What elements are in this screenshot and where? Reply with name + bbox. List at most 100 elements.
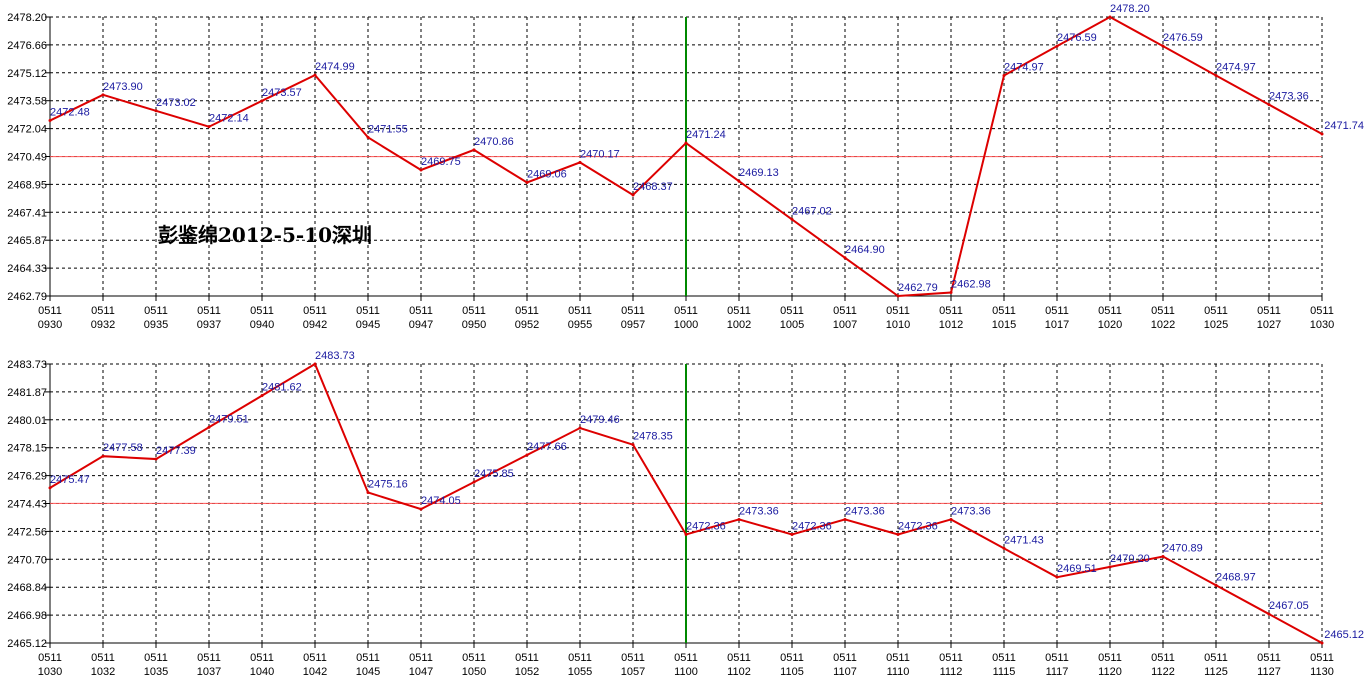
y-tick-label: 2467.41 (7, 207, 47, 219)
x-tick-label-date: 0511 (992, 652, 1016, 664)
data-label: 2479.46 (580, 414, 620, 426)
data-point (1267, 612, 1271, 616)
data-label: 2473.36 (1269, 91, 1309, 103)
data-label: 2462.79 (898, 282, 938, 294)
data-label: 2475.47 (50, 474, 90, 486)
data-label: 2473.36 (845, 505, 885, 517)
x-tick-label-date: 0511 (356, 305, 380, 317)
y-tick-label: 2478.15 (7, 443, 47, 455)
y-tick-label: 2470.49 (7, 152, 47, 164)
data-label: 2483.73 (315, 350, 355, 362)
x-tick-label-time: 1107 (833, 666, 857, 678)
data-label: 2473.36 (739, 505, 779, 517)
data-label: 2465.12 (1324, 629, 1364, 641)
data-point (843, 256, 847, 260)
data-point (1320, 641, 1324, 645)
x-tick-label-date: 0511 (621, 305, 645, 317)
data-point (525, 453, 529, 457)
y-tick-label: 2483.73 (7, 359, 47, 371)
x-tick-label-date: 0511 (992, 305, 1016, 317)
data-label: 2469.75 (421, 156, 461, 168)
data-label: 2474.97 (1216, 61, 1256, 73)
x-tick-label-time: 0947 (409, 319, 433, 331)
x-tick-label-time: 1127 (1257, 666, 1281, 678)
x-tick-label-date: 0511 (1045, 305, 1069, 317)
x-tick-label-date: 0511 (1257, 305, 1281, 317)
x-tick-label-date: 0511 (144, 305, 168, 317)
y-tick-label: 2472.56 (7, 526, 47, 538)
data-point (1002, 73, 1006, 77)
y-tick-label: 2466.98 (7, 610, 47, 622)
x-tick-label-date: 0511 (303, 305, 327, 317)
x-tick-label-time: 1105 (780, 666, 804, 678)
x-tick-label-date: 0511 (1310, 652, 1334, 664)
data-label: 2472.36 (686, 520, 726, 532)
chart-panel-top: 2478.20 2476.66 2475.12 2473.58 2472.04 2470.… (7, 3, 1364, 331)
data-point (1161, 44, 1165, 48)
x-tick-label-time: 1122 (1151, 666, 1175, 678)
x-tick-label-time: 1030 (1310, 319, 1334, 331)
data-point (631, 193, 635, 197)
y-tick-label: 2476.66 (7, 40, 47, 52)
x-tick-label-date: 0511 (939, 652, 963, 664)
x-tick-label-date: 0511 (1204, 652, 1228, 664)
chart-annotation: 彭鉴绵2012-5-10深圳 (158, 223, 372, 247)
data-point (631, 443, 635, 447)
data-label: 2476.59 (1057, 32, 1097, 44)
y-tick-label: 2478.20 (7, 12, 47, 24)
x-tick-label-date: 0511 (1204, 305, 1228, 317)
y-tick-label: 2475.12 (7, 68, 47, 80)
x-tick-label-date: 0511 (833, 305, 857, 317)
data-point (260, 394, 264, 398)
data-point (790, 217, 794, 221)
x-tick-label-time: 0955 (568, 319, 592, 331)
x-tick-label-date: 0511 (91, 652, 115, 664)
data-label: 2469.13 (739, 167, 779, 179)
data-point (949, 291, 953, 295)
x-tick-label-date: 0511 (674, 652, 698, 664)
x-tick-label-time: 1115 (993, 666, 1016, 678)
x-tick-label-date: 0511 (939, 305, 963, 317)
data-label: 2474.97 (1004, 61, 1044, 73)
data-label: 2478.20 (1110, 3, 1150, 15)
data-label: 2470.20 (1110, 553, 1150, 565)
x-tick-label-time: 1057 (621, 666, 645, 678)
x-tick-label-date: 0511 (197, 305, 221, 317)
x-tick-label-date: 0511 (568, 305, 592, 317)
data-label: 2474.05 (421, 495, 461, 507)
y-tick-label: 2472.04 (7, 124, 47, 136)
y-tick-label: 2473.58 (7, 96, 47, 108)
data-label: 2464.90 (845, 244, 885, 256)
x-tick-label-time: 0945 (356, 319, 380, 331)
data-label: 2472.48 (50, 107, 90, 119)
data-point (101, 93, 105, 97)
x-tick-label-time: 1042 (303, 666, 327, 678)
x-tick-label-time: 1010 (886, 319, 910, 331)
data-point (578, 160, 582, 164)
x-tick-label-time: 0957 (621, 319, 645, 331)
data-point (419, 507, 423, 511)
x-tick-label-date: 0511 (833, 652, 857, 664)
x-tick-label-time: 1027 (1257, 319, 1281, 331)
x-tick-label-time: 1017 (1045, 319, 1069, 331)
data-point (366, 135, 370, 139)
data-point (525, 180, 529, 184)
x-tick-label-date: 0511 (250, 305, 274, 317)
data-label: 2473.90 (103, 81, 143, 93)
x-tick-label-time: 1005 (780, 319, 804, 331)
x-tick-label-date: 0511 (1257, 652, 1281, 664)
x-tick-label-time: 0940 (250, 319, 274, 331)
data-label: 2469.51 (1057, 563, 1097, 575)
data-label: 2470.86 (474, 136, 514, 148)
data-label: 2481.62 (262, 382, 302, 394)
data-point (1161, 554, 1165, 558)
x-tick-label-time: 1007 (833, 319, 857, 331)
x-tick-label-time: 1000 (674, 319, 698, 331)
x-tick-label-time: 0930 (38, 319, 62, 331)
x-tick-label-date: 0511 (91, 305, 115, 317)
data-point (472, 148, 476, 152)
data-point (1055, 575, 1059, 579)
x-tick-label-date: 0511 (568, 652, 592, 664)
data-point (578, 426, 582, 430)
x-tick-label-time: 0950 (462, 319, 486, 331)
